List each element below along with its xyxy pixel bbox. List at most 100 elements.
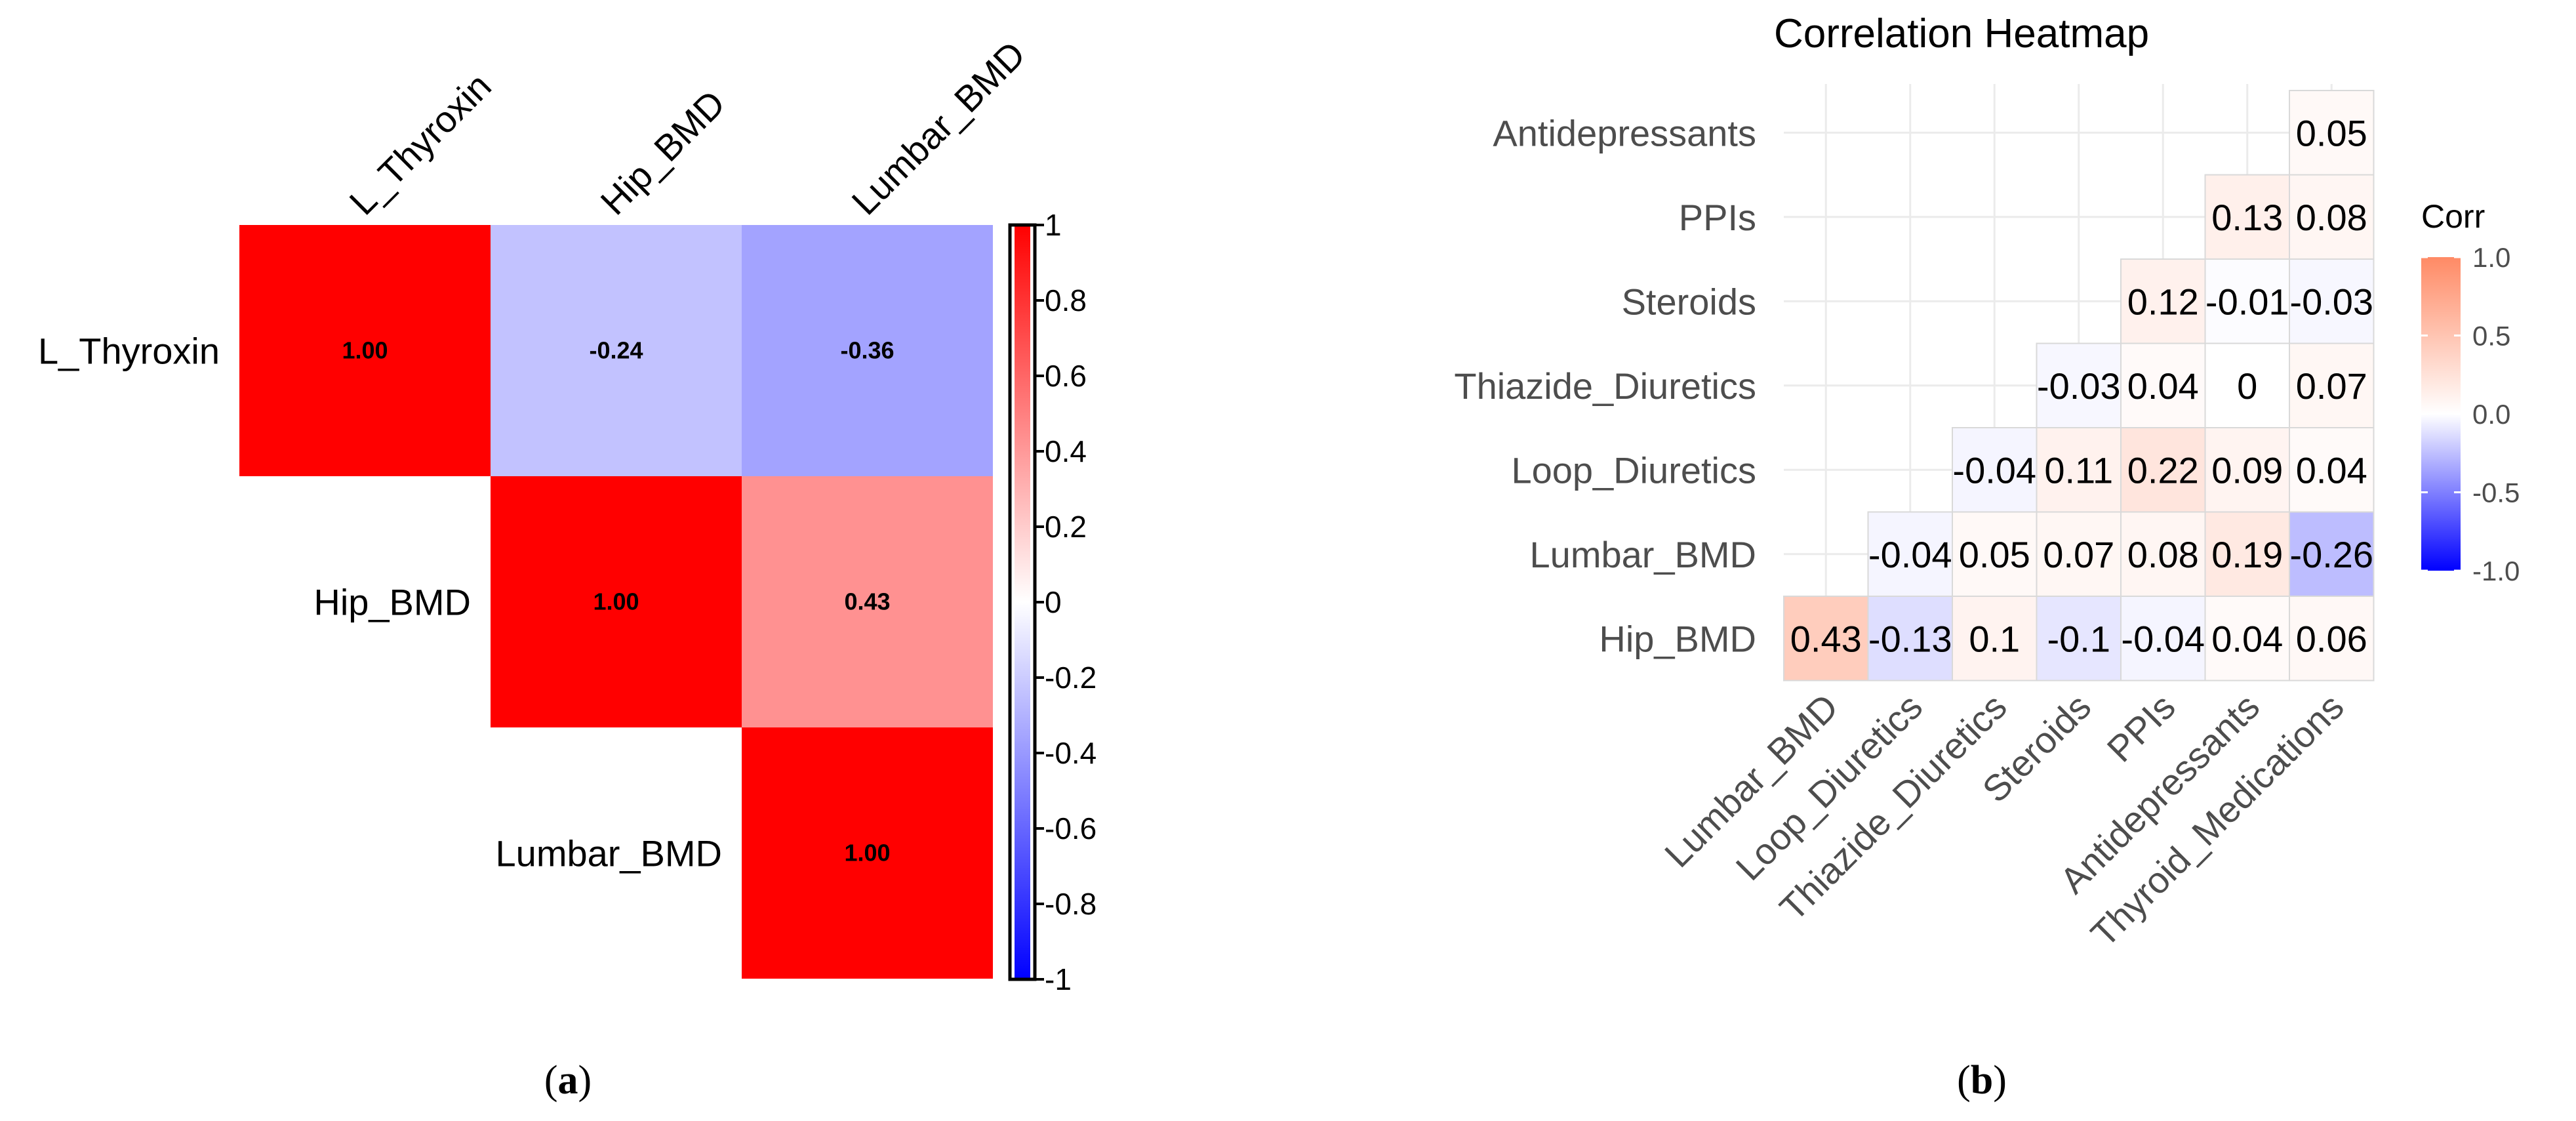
panel-a-column-label: Lumbar_BMD xyxy=(843,33,1033,223)
caption-b: (b) xyxy=(1957,1058,2007,1103)
panel-b-legend-tick-label: 0.5 xyxy=(2472,321,2510,352)
panel-a-row-label: Hip_BMD xyxy=(313,582,471,623)
panel-a-column-label: L_Thyroxin xyxy=(341,65,498,222)
panel-a-cell-value: 1.00 xyxy=(844,840,890,866)
panel-a-cell xyxy=(491,476,742,727)
panel-a-colorbar-tick-label: -0.6 xyxy=(1045,811,1097,846)
panel-b-cell xyxy=(1952,511,2038,597)
panel-b-cell-value: 0.43 xyxy=(1790,618,1862,659)
caption-a: (a) xyxy=(544,1058,592,1103)
panel-b-cell xyxy=(1952,427,2038,513)
panel-b-cell-value: 0.22 xyxy=(2127,449,2199,491)
panel-b-cell xyxy=(2036,342,2122,428)
panel-b-cell-value: 0 xyxy=(2237,365,2257,407)
panel-b-legend-tick-label: 0.0 xyxy=(2472,399,2510,430)
panel-a-colorbar xyxy=(1015,225,1030,979)
panel-b-cell-value: 0.08 xyxy=(2127,534,2199,575)
panel-b-cell-value: 0.08 xyxy=(2296,197,2367,238)
panel-a-cell-value: 0.43 xyxy=(844,588,890,615)
panel-a-colorbar-tick-label: 1 xyxy=(1045,208,1062,242)
panel-a-cell xyxy=(491,225,742,476)
panel-b-cell-value: -0.13 xyxy=(1868,618,1952,659)
panel-b-cell xyxy=(2289,258,2375,344)
panel-a-cell xyxy=(239,225,491,476)
panel-b-legend-ticks: 1.0 0.5 0.0 -0.5 -1.0 xyxy=(2421,242,2520,586)
panel-b-cell xyxy=(2120,511,2206,597)
panel-b-cell-values: 0.050.13 0.080.12 -0.01 -0.03-0.03 0.04 0 0.07… xyxy=(1790,112,2373,659)
panel-b-cell-value: -0.26 xyxy=(2289,534,2373,575)
panel-b-cell xyxy=(2204,427,2290,513)
panel-b-legend-title: Corr xyxy=(2421,198,2485,235)
panel-b-legend-tick-label: 1.0 xyxy=(2472,242,2510,273)
panel-b-cell-value: 0.04 xyxy=(2211,618,2283,659)
panel-b-cell-value: 0.04 xyxy=(2296,449,2367,491)
panel-a-row-label: L_Thyroxin xyxy=(38,331,220,372)
panel-a-colorbar-tick-label: 0 xyxy=(1045,585,1062,619)
panel-a-colorbar-tick-label: -0.2 xyxy=(1045,661,1097,695)
panel-a-cell-value: -0.24 xyxy=(589,337,643,364)
panel-b-cell xyxy=(2036,596,2122,682)
panel-b-cell-value: 0.07 xyxy=(2296,365,2367,407)
panel-b-cell-value: 0.19 xyxy=(2211,534,2283,575)
panel-b-cell xyxy=(1867,596,1953,682)
panel-b-heatmap: Correlation Heatmap 0.050.13 0.080.12 -0.0… xyxy=(1454,11,2520,954)
panel-a-cell xyxy=(742,225,993,476)
panel-b-cell-value: -0.01 xyxy=(2205,281,2289,322)
panel-a-cell xyxy=(742,727,993,979)
panel-b-y-label: Antidepressants xyxy=(1493,112,1756,153)
panel-b-cell-value: -0.03 xyxy=(2037,365,2121,407)
panel-a-cell-value: 1.00 xyxy=(342,337,388,364)
panel-b-cell-value: 0.13 xyxy=(2211,197,2283,238)
panel-b-cell xyxy=(2289,342,2375,428)
panel-a-column-labels: L_Thyroxin Hip_BMD Lumbar_BMD xyxy=(341,33,1033,223)
panel-b-cell-value: 0.06 xyxy=(2296,618,2367,659)
panel-b-title: Correlation Heatmap xyxy=(1774,11,2149,56)
panel-a-colorbar-tick-label: 0.2 xyxy=(1045,510,1087,544)
panel-b-y-axis-labels: Antidepressants PPIs Steroids Thiazide_Diur… xyxy=(1454,112,1756,659)
panel-b-cells xyxy=(1783,90,2375,682)
panel-b-cell-value: 0.04 xyxy=(2127,365,2199,407)
panel-b-cell xyxy=(2289,511,2375,597)
panel-b-cell-value: 0.12 xyxy=(2127,281,2199,322)
panel-b-cell xyxy=(2120,596,2206,682)
panel-b-cell-value: -0.04 xyxy=(1868,534,1952,575)
panel-a-colorbar-tick-label: -0.8 xyxy=(1045,887,1097,921)
panel-b-cell xyxy=(2289,596,2375,682)
panel-b-legend-tick-label: -0.5 xyxy=(2472,478,2520,508)
panel-b-x-axis-labels: Lumbar_BMDLoop_DiureticsThiazide_Diureti… xyxy=(1657,685,2352,954)
panel-b-cell xyxy=(1952,596,2038,682)
panel-b-y-label: PPIs xyxy=(1679,197,1756,238)
panel-b-cell-value: -0.04 xyxy=(1952,449,2036,491)
panel-b-y-label: Loop_Diuretics xyxy=(1511,449,1756,491)
panel-a-cell-values: 1.00 -0.24 -0.36 1.00 0.43 1.00 xyxy=(342,337,894,866)
panel-b-cell xyxy=(2204,174,2290,260)
panel-a-row-label: Lumbar_BMD xyxy=(496,833,722,874)
panel-b-cell xyxy=(1783,596,1869,682)
panel-b-cell xyxy=(2204,258,2290,344)
panel-b-cell-value: -0.1 xyxy=(2047,618,2111,659)
panel-a-column-label: Hip_BMD xyxy=(592,82,733,222)
panel-a-colorbar-tick-label: 0.8 xyxy=(1045,283,1087,317)
panel-b-cell xyxy=(2289,427,2375,513)
panel-b-cell-value: 0.11 xyxy=(2044,449,2113,491)
panel-a-colorbar-tick-label: 0.6 xyxy=(1045,359,1087,393)
panel-b-cell-value: -0.03 xyxy=(2289,281,2373,322)
panel-a-cell-value: -0.36 xyxy=(840,337,894,364)
panel-b-y-label: Thiazide_Diuretics xyxy=(1454,365,1756,407)
panel-a-cell-value: 1.00 xyxy=(593,588,639,615)
panel-a-colorbar-tick-label: -1 xyxy=(1045,962,1072,996)
panel-b-cell xyxy=(2120,342,2206,428)
panel-a-colorbar-ticks: 1 0.8 0.6 0.4 0.2 0 -0.2 -0.4 -0.6 -0.8 -1 xyxy=(1035,208,1097,996)
panel-a-row-labels: L_Thyroxin Hip_BMD Lumbar_BMD xyxy=(38,331,722,874)
panel-b-y-label: Steroids xyxy=(1622,281,1756,322)
panel-b-legend-tick-label: -1.0 xyxy=(2472,556,2520,586)
panel-b-cell-value: 0.1 xyxy=(1969,618,2020,659)
panel-a-cells xyxy=(239,225,993,979)
panel-b-cell xyxy=(2289,90,2375,176)
panel-a-corrplot: 1.00 -0.24 -0.36 1.00 0.43 1.00 L_Thyroxin Hip… xyxy=(38,33,1097,996)
panel-a-cell xyxy=(742,476,993,727)
panel-b-cell-value: 0.07 xyxy=(2043,534,2114,575)
panel-b-cell xyxy=(2204,511,2290,597)
panel-b-cell-value: 0.05 xyxy=(2296,112,2367,153)
